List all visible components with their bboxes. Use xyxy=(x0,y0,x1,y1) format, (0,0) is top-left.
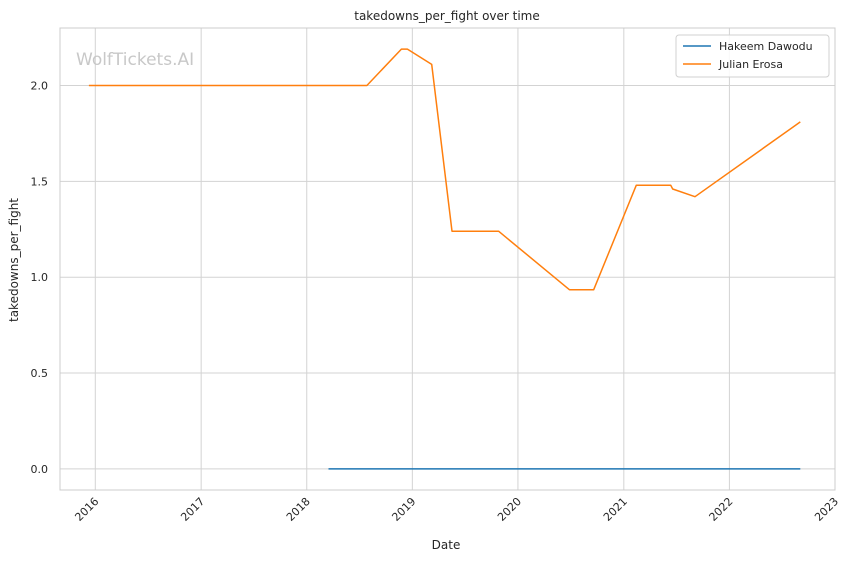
chart-title: takedowns_per_fight over time xyxy=(354,9,540,23)
series-lines xyxy=(88,48,801,470)
y-axis-ticks: 0.0 0.5 1.0 1.5 2.0 xyxy=(31,80,49,476)
legend: Hakeem Dawodu Julian Erosa xyxy=(675,34,830,78)
y-tick-label: 0.0 xyxy=(31,463,49,476)
watermark-text: WolfTickets.AI xyxy=(76,50,194,70)
y-tick-label: 2.0 xyxy=(31,80,49,93)
x-axis-title: Date xyxy=(432,538,461,552)
legend-label: Hakeem Dawodu xyxy=(719,40,813,53)
y-tick-label: 0.5 xyxy=(31,367,49,380)
y-tick-label: 1.0 xyxy=(31,271,49,284)
series-line-2 xyxy=(88,48,801,291)
y-axis-title: takedowns_per_fight xyxy=(7,198,21,322)
plot-frame xyxy=(59,27,836,491)
legend-label: Julian Erosa xyxy=(718,58,783,71)
y-tick-label: 1.5 xyxy=(31,175,49,188)
legend-box xyxy=(675,34,830,78)
